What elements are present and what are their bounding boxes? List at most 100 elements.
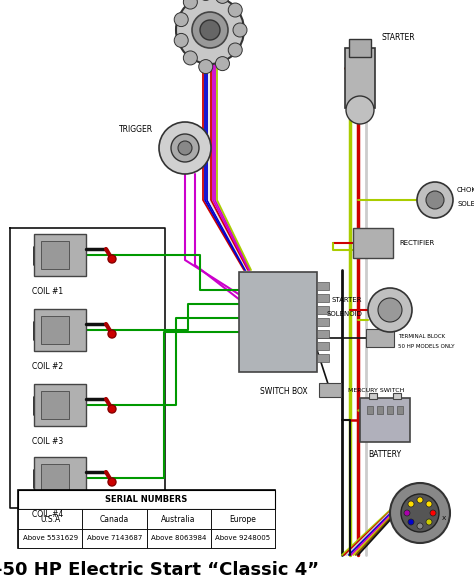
Ellipse shape — [228, 43, 242, 57]
Ellipse shape — [417, 497, 423, 503]
Bar — [317, 318, 329, 326]
Bar — [82, 509, 146, 529]
Text: 50 HP MODELS ONLY: 50 HP MODELS ONLY — [398, 343, 455, 349]
Bar — [317, 342, 329, 350]
Ellipse shape — [108, 330, 116, 338]
Bar — [18, 529, 82, 548]
Bar — [387, 406, 393, 414]
Ellipse shape — [199, 60, 213, 74]
Ellipse shape — [426, 501, 432, 507]
Bar — [34, 234, 86, 276]
Ellipse shape — [183, 51, 197, 65]
Ellipse shape — [426, 191, 444, 209]
Ellipse shape — [183, 0, 197, 9]
Text: U.S.A: U.S.A — [40, 515, 60, 523]
Text: Australia: Australia — [161, 515, 196, 523]
Bar — [377, 406, 383, 414]
Ellipse shape — [233, 23, 247, 37]
Bar — [317, 282, 329, 290]
Bar — [41, 241, 69, 269]
Bar — [146, 509, 211, 529]
Text: COIL #1: COIL #1 — [32, 287, 63, 296]
Bar — [349, 39, 371, 57]
Bar — [34, 309, 86, 351]
Bar — [41, 316, 69, 344]
Ellipse shape — [408, 519, 414, 525]
Bar — [18, 490, 275, 548]
Ellipse shape — [401, 494, 439, 532]
Text: STARTER: STARTER — [382, 33, 416, 43]
Bar — [366, 329, 394, 347]
Bar — [345, 48, 375, 108]
Ellipse shape — [426, 519, 432, 525]
Bar — [360, 398, 410, 442]
Bar — [369, 393, 377, 399]
Text: STARTER: STARTER — [331, 297, 362, 303]
Text: Above 9248005: Above 9248005 — [215, 536, 271, 541]
Text: COIL #4: COIL #4 — [32, 510, 63, 519]
Ellipse shape — [378, 298, 402, 322]
Ellipse shape — [390, 483, 450, 543]
Bar — [34, 457, 86, 499]
Ellipse shape — [216, 0, 229, 4]
Text: COIL #3: COIL #3 — [32, 437, 63, 446]
Text: SERIAL NUMBERS: SERIAL NUMBERS — [105, 495, 188, 504]
Bar — [317, 354, 329, 362]
Text: CHOKE: CHOKE — [457, 187, 474, 193]
Bar — [353, 228, 393, 258]
Text: Above 7143687: Above 7143687 — [87, 536, 142, 541]
Text: MERCURY SWITCH: MERCURY SWITCH — [348, 388, 404, 392]
Ellipse shape — [159, 122, 211, 174]
Ellipse shape — [417, 182, 453, 218]
Text: Above 5531629: Above 5531629 — [23, 536, 78, 541]
Bar — [211, 529, 275, 548]
Ellipse shape — [108, 405, 116, 413]
Ellipse shape — [228, 3, 242, 17]
Text: Canada: Canada — [100, 515, 129, 523]
Text: SOLENOID: SOLENOID — [457, 201, 474, 207]
Text: RECTIFIER: RECTIFIER — [399, 240, 434, 246]
Text: SWITCH BOX: SWITCH BOX — [260, 387, 308, 396]
Ellipse shape — [108, 478, 116, 486]
Bar — [82, 529, 146, 548]
Bar — [393, 393, 401, 399]
Text: SOLENOID: SOLENOID — [326, 311, 362, 317]
Ellipse shape — [192, 12, 228, 48]
Ellipse shape — [368, 288, 412, 332]
Ellipse shape — [404, 510, 410, 516]
Bar — [367, 406, 373, 414]
Text: TERMINAL BLOCK: TERMINAL BLOCK — [398, 333, 445, 339]
Bar — [34, 384, 86, 426]
Bar — [317, 330, 329, 338]
Ellipse shape — [108, 255, 116, 263]
Ellipse shape — [216, 57, 229, 71]
Ellipse shape — [408, 501, 414, 507]
Ellipse shape — [430, 510, 436, 516]
Text: 45-50 HP Electric Start “Classic 4”: 45-50 HP Electric Start “Classic 4” — [0, 561, 319, 579]
Ellipse shape — [200, 20, 220, 40]
Ellipse shape — [171, 134, 199, 162]
Bar — [41, 391, 69, 419]
Ellipse shape — [176, 0, 244, 64]
Text: TRIGGER: TRIGGER — [119, 126, 153, 134]
Ellipse shape — [178, 141, 192, 155]
Bar — [18, 490, 275, 509]
Text: Above 8063984: Above 8063984 — [151, 536, 206, 541]
Bar — [317, 306, 329, 314]
Bar — [211, 509, 275, 529]
Text: COIL #2: COIL #2 — [32, 362, 63, 371]
Bar — [319, 383, 341, 397]
Bar — [41, 464, 69, 492]
Bar — [397, 406, 403, 414]
Text: Europe: Europe — [229, 515, 256, 523]
Ellipse shape — [174, 13, 188, 27]
Ellipse shape — [174, 33, 188, 47]
Bar — [146, 529, 211, 548]
Bar — [18, 509, 82, 529]
Bar — [317, 294, 329, 302]
Ellipse shape — [346, 96, 374, 124]
Text: X: X — [442, 516, 446, 520]
Text: BATTERY: BATTERY — [368, 450, 401, 459]
Bar — [239, 272, 317, 372]
Ellipse shape — [417, 523, 423, 529]
